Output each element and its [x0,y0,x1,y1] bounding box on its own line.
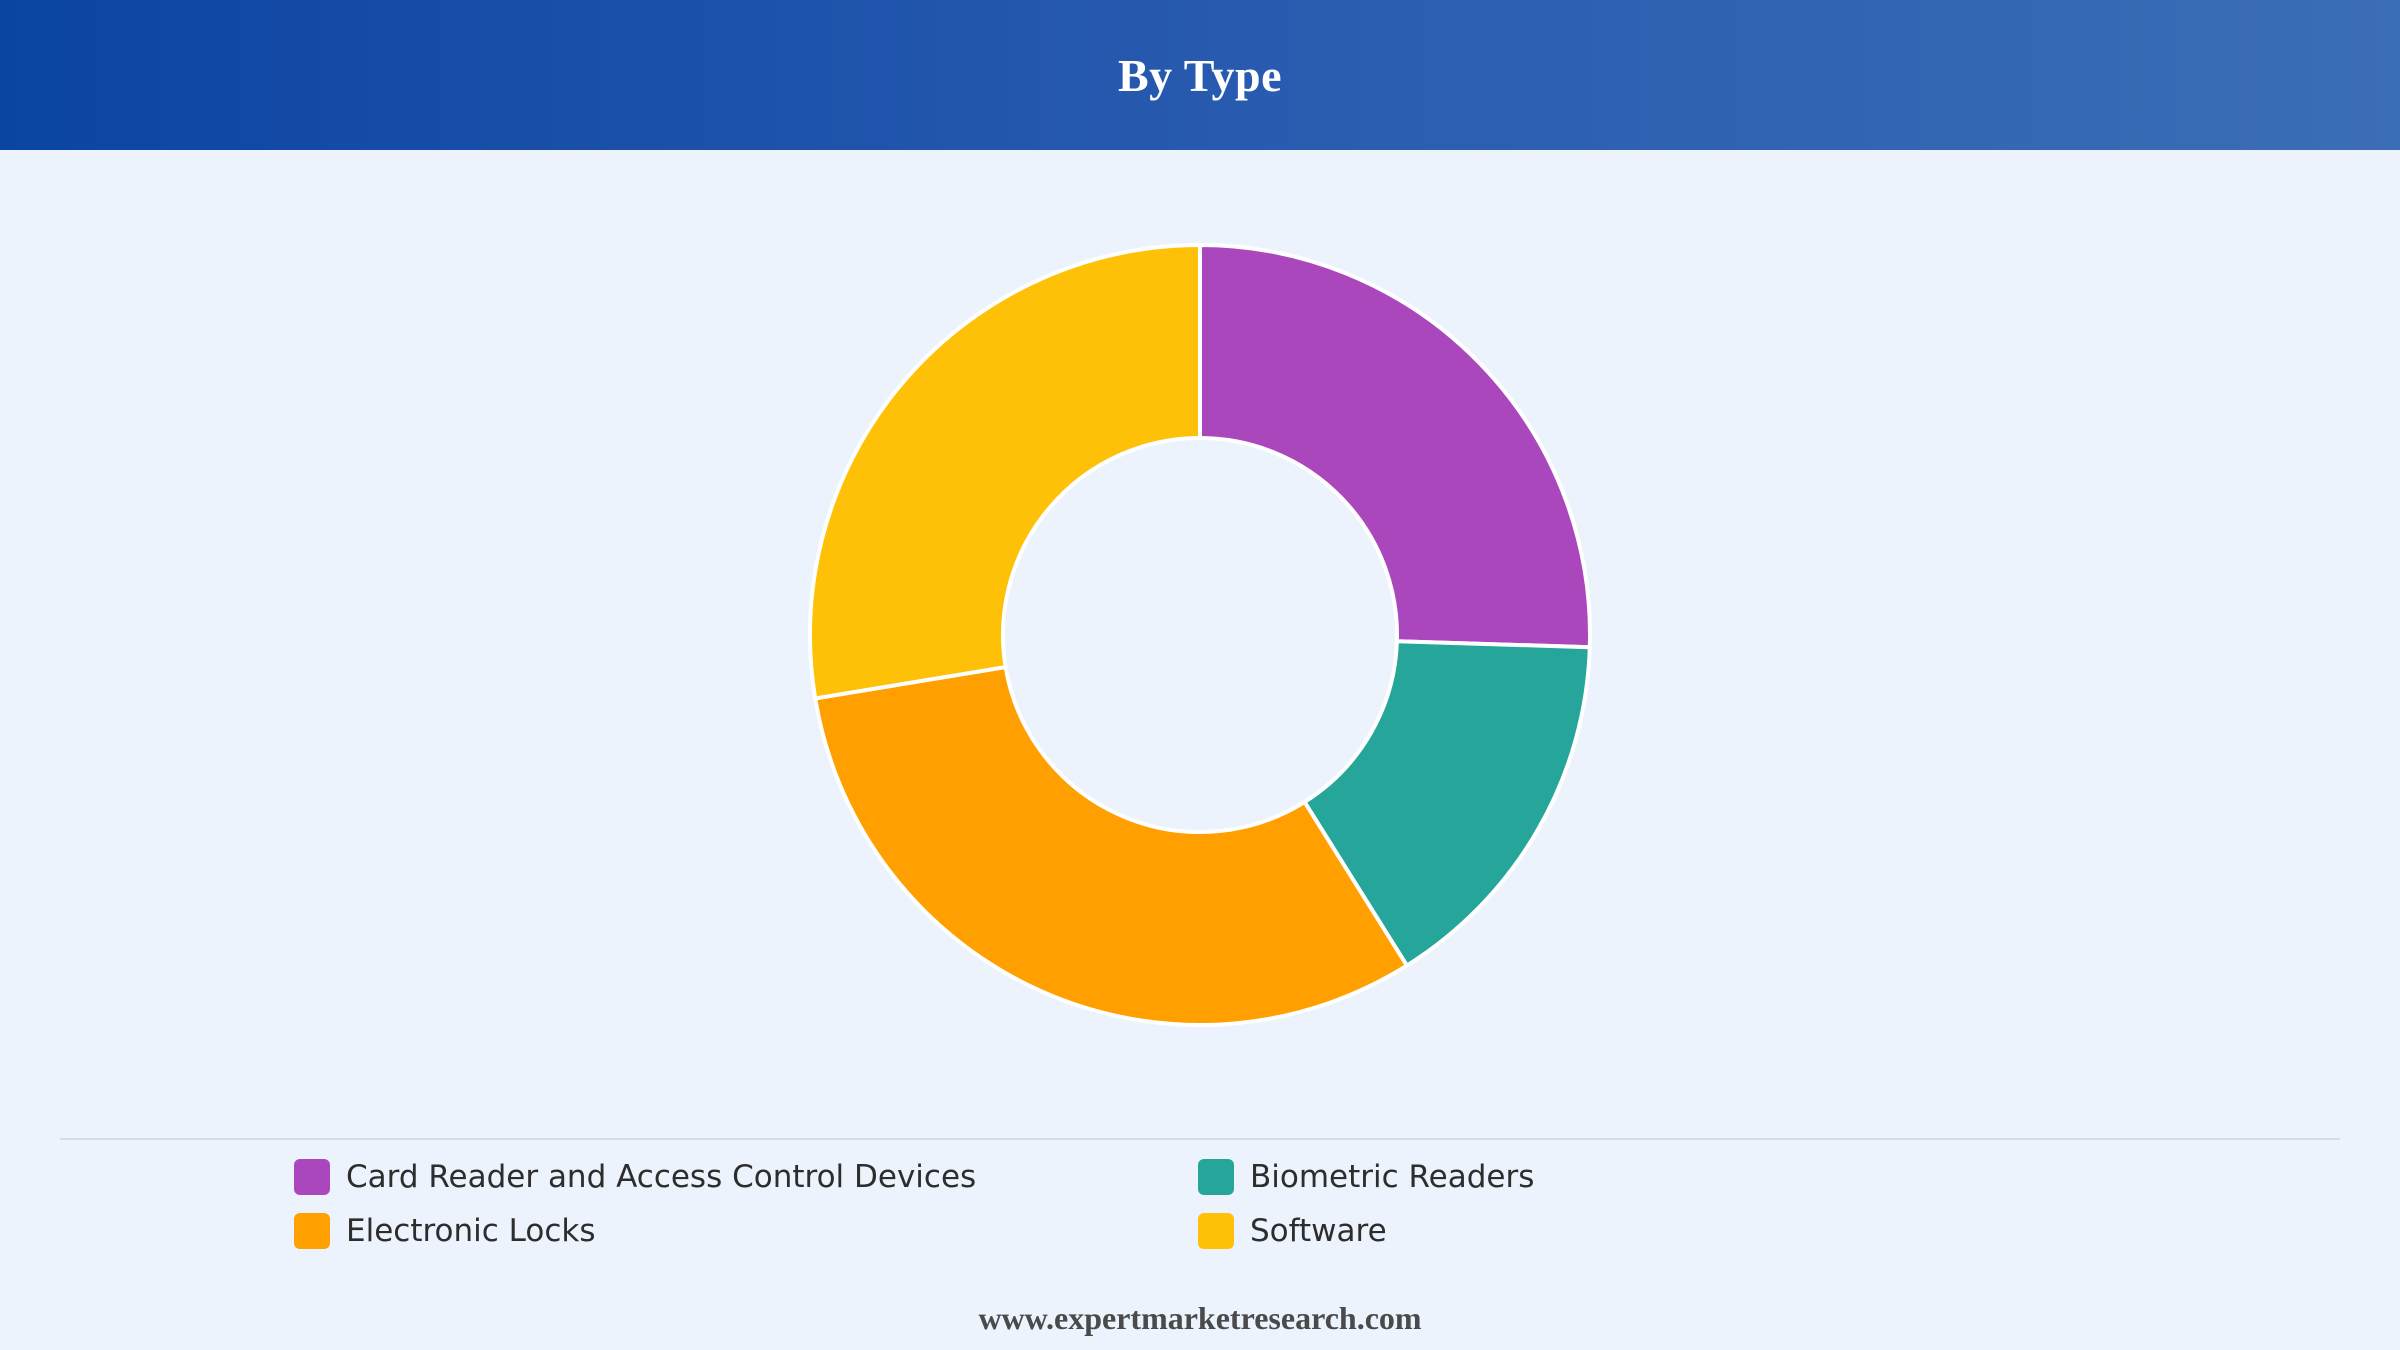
donut-chart [808,243,1592,1027]
legend-item-software[interactable]: Software [1198,1204,1694,1258]
legend-label: Card Reader and Access Control Devices [346,1159,977,1195]
legend-swatch [294,1213,330,1249]
legend-item-card-reader[interactable]: Card Reader and Access Control Devices [294,1150,1198,1204]
legend-swatch [294,1159,330,1195]
legend-divider [60,1138,2340,1140]
slice-software[interactable] [808,243,1202,701]
legend-swatch [1198,1213,1234,1249]
legend-label: Biometric Readers [1250,1159,1535,1195]
chart-header: By Type [0,0,2400,150]
source-footer: www.expertmarketresearch.com [978,1300,1422,1336]
legend-item-electronic-locks[interactable]: Electronic Locks [294,1204,1198,1258]
legend-label: Software [1250,1213,1387,1249]
legend-item-biometric-readers[interactable]: Biometric Readers [1198,1150,1694,1204]
chart-area [0,150,2400,1130]
slice-electronic-locks[interactable] [813,665,1409,1027]
chart-legend: Card Reader and Access Control Devices B… [294,1150,1694,1260]
legend-label: Electronic Locks [346,1213,596,1249]
slice-card-reader[interactable] [1198,243,1592,650]
chart-title: By Type [1117,49,1283,101]
legend-swatch [1198,1159,1234,1195]
slice-biometric-readers[interactable] [1302,639,1592,968]
